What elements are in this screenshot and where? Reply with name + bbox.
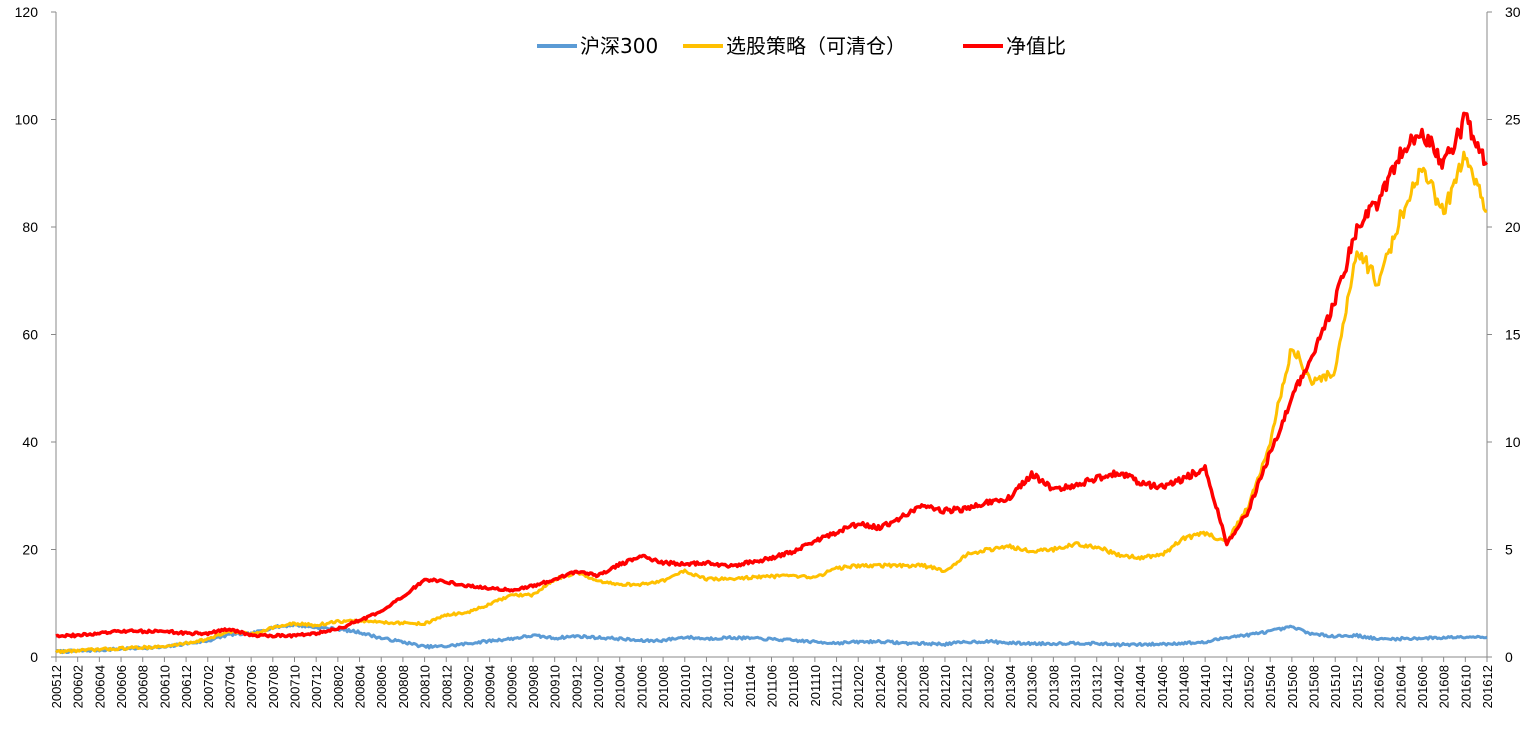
x-tick-label: 200602 bbox=[71, 665, 86, 708]
x-tick-label: 201212 bbox=[960, 665, 975, 708]
axes: 0 20 40 60 80 100 120 0 5 10 15 20 25 30 200512 200602 2… bbox=[15, 4, 1521, 708]
x-tick-label: 201412 bbox=[1220, 665, 1235, 708]
x-tick-label: 200802 bbox=[331, 665, 346, 708]
x-tick-label: 200704 bbox=[222, 665, 237, 708]
x-tick-label: 200706 bbox=[244, 665, 259, 708]
x-tick-label: 201512 bbox=[1350, 665, 1365, 708]
series-line-2 bbox=[55, 150, 1488, 654]
x-tick-label: 201012 bbox=[699, 665, 714, 708]
x-tick-label: 201110 bbox=[808, 665, 823, 706]
x-tick-label: 200610 bbox=[157, 665, 172, 708]
x-tick-label: 201306 bbox=[1025, 665, 1040, 708]
x-tick-label: 201204 bbox=[873, 665, 888, 708]
right-y-tick-label: 10 bbox=[1505, 434, 1521, 450]
x-tick-label: 201308 bbox=[1046, 665, 1061, 708]
x-tick-label: 200604 bbox=[92, 665, 107, 708]
left-y-tick-label: 100 bbox=[15, 112, 39, 128]
x-tick-label: 200908 bbox=[526, 665, 541, 708]
legend: 沪深300 选股策略（可清仓） 净值比 bbox=[537, 34, 1066, 58]
x-tick-label: 201104 bbox=[743, 665, 758, 707]
x-tick-label: 201004 bbox=[613, 665, 628, 708]
x-tick-label: 200910 bbox=[548, 665, 563, 708]
x-tick-label: 201302 bbox=[981, 665, 996, 708]
x-tick-label: 201206 bbox=[895, 665, 910, 708]
right-y-tick-label: 5 bbox=[1505, 542, 1513, 558]
x-tick-label: 200808 bbox=[396, 665, 411, 708]
x-tick-label: 201006 bbox=[634, 665, 649, 708]
x-tick-label: 201108 bbox=[786, 665, 801, 707]
x-tick-label: 201510 bbox=[1328, 665, 1343, 708]
x-tick-label: 200710 bbox=[288, 665, 303, 708]
x-tick-label: 201408 bbox=[1176, 665, 1191, 708]
x-tick-label: 201010 bbox=[678, 665, 693, 708]
x-tick-label: 201406 bbox=[1155, 665, 1170, 708]
series-lines bbox=[54, 111, 1489, 655]
legend-label-2: 选股策略（可清仓） bbox=[726, 34, 906, 58]
left-y-tick-label: 20 bbox=[22, 542, 38, 558]
right-y-tick-label: 0 bbox=[1505, 649, 1513, 665]
x-tick-label: 201310 bbox=[1068, 665, 1083, 708]
x-tick-label: 200608 bbox=[136, 665, 151, 708]
legend-label-3: 净值比 bbox=[1006, 34, 1066, 58]
x-tick-label: 200912 bbox=[569, 665, 584, 708]
x-tick-label: 201102 bbox=[721, 665, 736, 707]
x-tick-label: 201608 bbox=[1437, 665, 1452, 708]
x-tick-label: 201504 bbox=[1263, 665, 1278, 708]
x-tick-label: 201610 bbox=[1458, 665, 1473, 708]
x-tick-label: 201508 bbox=[1307, 665, 1322, 708]
x-tick-label: 201002 bbox=[591, 665, 606, 708]
x-tick-label: 200810 bbox=[418, 665, 433, 708]
x-tick-label: 200512 bbox=[49, 665, 64, 708]
x-tick-label: 200812 bbox=[439, 665, 454, 708]
x-tick-label: 200702 bbox=[201, 665, 216, 708]
x-tick-label: 201602 bbox=[1372, 665, 1387, 708]
left-y-tick-label: 120 bbox=[15, 4, 39, 20]
x-tick-label: 201008 bbox=[656, 665, 671, 708]
x-tick-label: 201606 bbox=[1415, 665, 1430, 708]
x-tick-label: 201208 bbox=[916, 665, 931, 708]
x-tick-label: 200904 bbox=[483, 665, 498, 708]
x-tick-label: 201612 bbox=[1480, 665, 1495, 708]
right-y-tick-label: 25 bbox=[1505, 112, 1521, 128]
x-tick-label: 201402 bbox=[1111, 665, 1126, 708]
legend-label-1: 沪深300 bbox=[580, 34, 658, 58]
x-tick-label: 200906 bbox=[504, 665, 519, 708]
x-tick-label: 200806 bbox=[374, 665, 389, 708]
x-tick-label: 201106 bbox=[765, 665, 780, 707]
x-tick-label: 201304 bbox=[1003, 665, 1018, 708]
x-tick-label: 201210 bbox=[938, 665, 953, 708]
x-tick-label: 201112 bbox=[830, 665, 845, 706]
x-tick-label: 200712 bbox=[309, 665, 324, 708]
x-tick-label: 200804 bbox=[353, 665, 368, 708]
left-y-tick-label: 0 bbox=[30, 649, 38, 665]
x-tick-label: 200708 bbox=[266, 665, 281, 708]
left-y-tick-label: 40 bbox=[22, 434, 38, 450]
x-tick-label: 201312 bbox=[1090, 665, 1105, 708]
x-tick-label: 201202 bbox=[851, 665, 866, 708]
x-tick-label: 200902 bbox=[461, 665, 476, 708]
right-y-tick-label: 30 bbox=[1505, 4, 1521, 20]
right-y-tick-label: 15 bbox=[1505, 327, 1521, 343]
series-line-3 bbox=[55, 111, 1489, 639]
right-y-tick-label: 20 bbox=[1505, 219, 1521, 235]
x-tick-label: 201502 bbox=[1242, 665, 1257, 708]
x-tick-label: 200606 bbox=[114, 665, 129, 708]
x-tick-label: 201604 bbox=[1393, 665, 1408, 708]
x-tick-label: 201410 bbox=[1198, 665, 1213, 708]
left-y-tick-label: 80 bbox=[22, 219, 38, 235]
x-tick-label: 200612 bbox=[179, 665, 194, 708]
left-y-tick-label: 60 bbox=[22, 327, 38, 343]
x-tick-label: 201506 bbox=[1285, 665, 1300, 708]
x-tick-label: 201404 bbox=[1133, 665, 1148, 708]
